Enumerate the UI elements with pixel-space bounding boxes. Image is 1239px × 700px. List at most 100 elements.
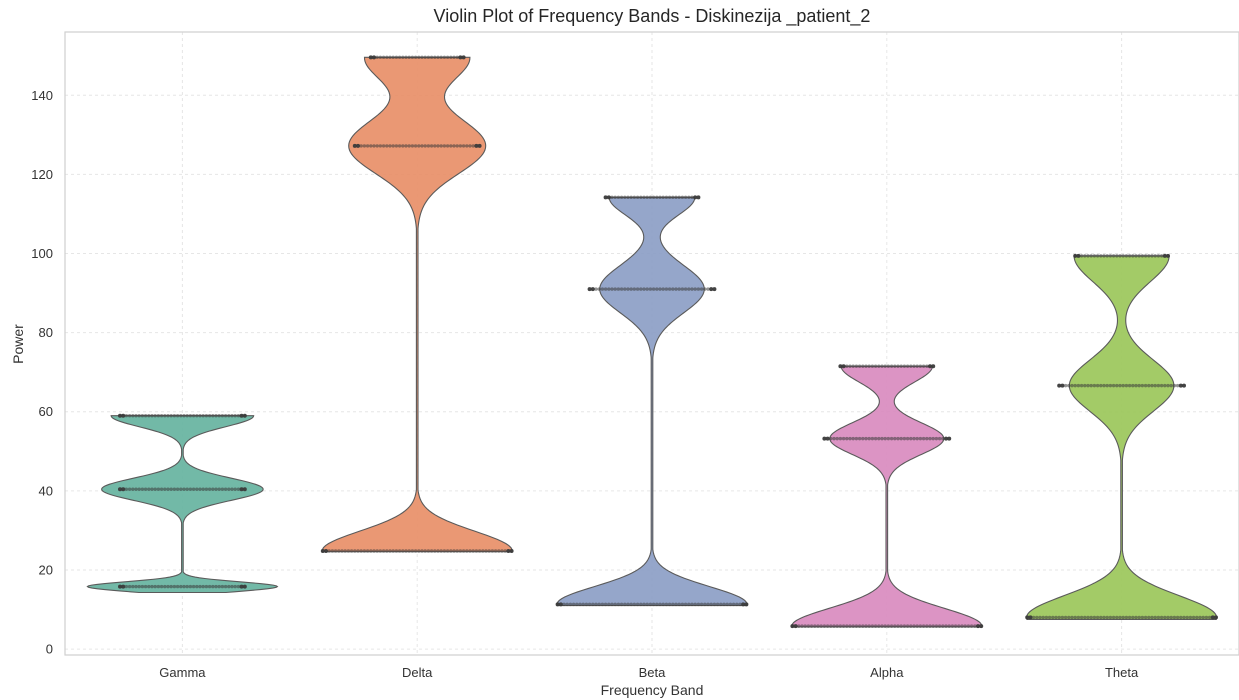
swarm-point — [362, 144, 367, 148]
swarm-point — [645, 195, 649, 200]
swarm-point — [797, 624, 801, 628]
swarm-point — [562, 602, 566, 607]
swarm-point — [1051, 615, 1055, 620]
swarm-point — [410, 549, 415, 553]
swarm-point — [1140, 254, 1145, 258]
swarm-point — [503, 549, 507, 553]
chart-title: Violin Plot of Frequency Bands - Diskine… — [434, 6, 871, 27]
swarm-point — [188, 487, 193, 491]
swarm-point — [880, 436, 884, 441]
swarm-point — [655, 195, 659, 200]
swarm-point — [953, 624, 958, 628]
swarm-point — [477, 143, 482, 148]
swarm-point — [841, 436, 846, 441]
swarm-point — [722, 602, 726, 607]
swarm-point — [1131, 383, 1135, 388]
swarm-point — [693, 287, 697, 291]
swarm-point — [925, 436, 929, 441]
swarm-point — [156, 584, 161, 589]
swarm-point — [629, 195, 633, 200]
swarm-point — [857, 624, 862, 628]
swarm-point — [201, 584, 205, 589]
swarm-point — [385, 55, 389, 60]
swarm-point — [236, 413, 241, 418]
swarm-point — [169, 487, 173, 491]
swarm-point — [1105, 615, 1109, 620]
swarm-point — [426, 549, 431, 553]
swarm-point — [738, 602, 742, 607]
swarm-point — [1089, 254, 1093, 258]
swarm-point — [172, 487, 177, 491]
swarm-point — [343, 549, 347, 553]
swarm-point — [671, 195, 675, 200]
swarm-point — [449, 549, 453, 553]
swarm-point — [401, 549, 405, 553]
swarm-point — [182, 487, 186, 491]
swarm-point — [696, 602, 701, 607]
swarm-point — [1127, 254, 1132, 258]
swarm-point — [458, 144, 463, 148]
swarm-point — [211, 584, 215, 589]
swarm-point — [918, 436, 923, 441]
swarm-point — [680, 287, 685, 291]
swarm-point — [1137, 383, 1141, 388]
swarm-point — [893, 436, 897, 441]
swarm-point — [1076, 253, 1081, 258]
swarm-point — [1079, 615, 1084, 620]
swarm-point — [867, 624, 871, 628]
swarm-point — [1083, 383, 1087, 388]
swarm-point — [445, 55, 450, 60]
swarm-point — [378, 549, 383, 553]
swarm-point — [1163, 383, 1167, 388]
swarm-point — [1188, 615, 1193, 620]
swarm-point — [664, 287, 669, 291]
swarm-point — [594, 602, 598, 607]
swarm-point — [896, 436, 900, 441]
swarm-point — [1063, 615, 1068, 620]
swarm-point — [877, 364, 881, 368]
swarm-point — [346, 549, 351, 553]
x-tick-label: Gamma — [159, 665, 206, 680]
swarm-point — [420, 144, 424, 148]
swarm-point — [841, 624, 846, 628]
swarm-point — [915, 364, 919, 368]
swarm-point — [873, 364, 878, 368]
swarm-point — [1182, 383, 1186, 388]
swarm-point — [683, 287, 688, 291]
swarm-point — [629, 287, 633, 291]
swarm-point — [918, 364, 923, 368]
swarm-point — [886, 364, 891, 368]
swarm-point — [731, 602, 736, 607]
swarm-point — [825, 436, 830, 441]
swarm-point — [607, 602, 611, 607]
swarm-point — [150, 487, 154, 491]
swarm-point — [320, 548, 325, 553]
swarm-point — [204, 487, 209, 491]
swarm-point — [201, 413, 205, 418]
swarm-point — [1204, 615, 1209, 620]
swarm-point — [803, 624, 807, 628]
swarm-point — [172, 413, 177, 418]
swarm-point — [439, 549, 443, 553]
swarm-point — [1166, 383, 1170, 388]
swarm-point — [182, 584, 186, 589]
swarm-point — [509, 548, 514, 553]
swarm-point — [1147, 254, 1151, 258]
swarm-point — [1156, 383, 1161, 388]
swarm-point — [1169, 383, 1173, 388]
swarm-point — [1115, 383, 1119, 388]
swarm-point — [1102, 383, 1106, 388]
swarm-point — [683, 195, 688, 200]
swarm-point — [429, 144, 434, 148]
swarm-point — [227, 584, 231, 589]
swarm-point — [1166, 253, 1170, 258]
swarm-point — [214, 584, 218, 589]
swarm-point — [153, 413, 157, 418]
swarm-point — [230, 413, 234, 418]
swarm-point — [134, 584, 138, 589]
violin-layer — [86, 56, 1218, 628]
swarm-point — [217, 584, 221, 589]
swarm-point — [629, 602, 633, 607]
swarm-point — [1159, 254, 1164, 258]
swarm-point — [195, 487, 199, 491]
